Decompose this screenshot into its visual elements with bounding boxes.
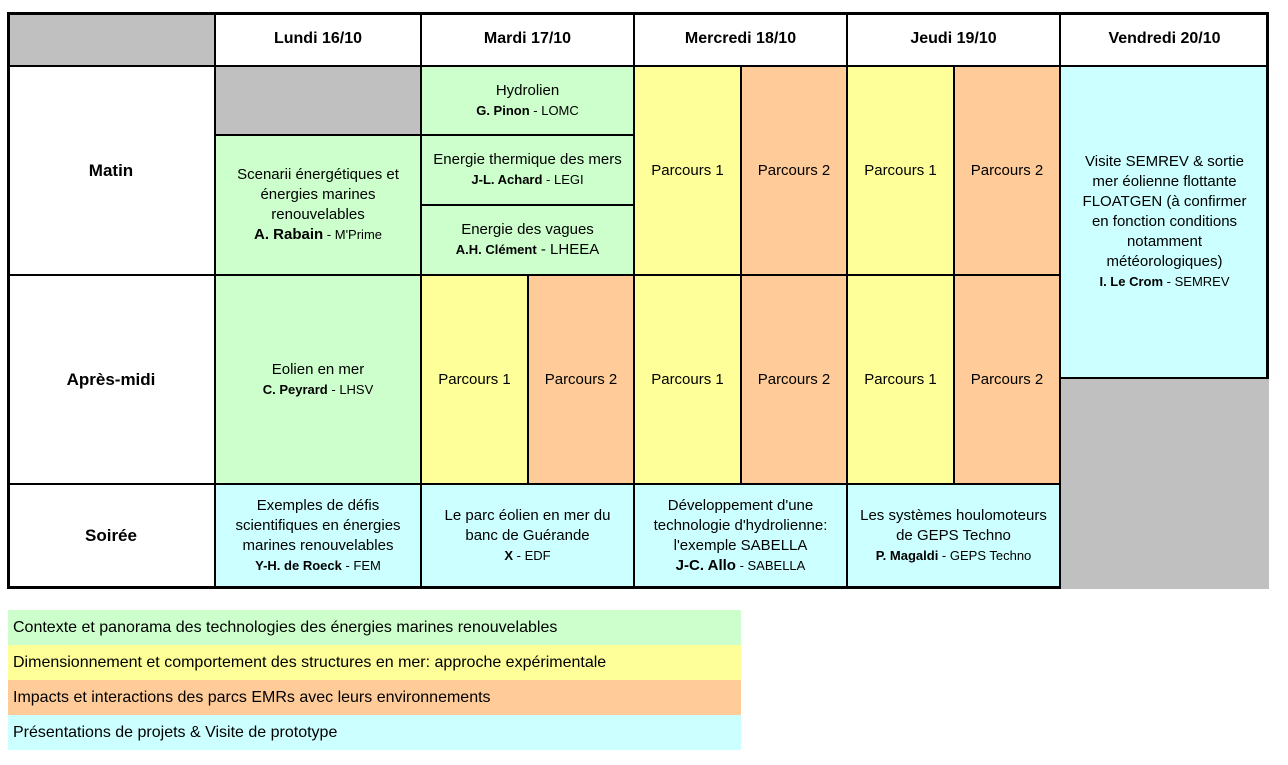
session-title: Energie thermique des mers [433,151,622,168]
header-vendredi: Vendredi 20/10 [1060,12,1269,66]
presenter-affiliation: - LOMC [529,102,579,118]
presenter-name: Y-H. de Roeck [255,557,342,573]
header-corner [7,12,215,66]
session-presenter: G. Pinon - LOMC [476,101,579,121]
legend: Contexte et panorama des technologies de… [8,610,741,750]
mardi-apres-midi-parcours-2: Parcours 2 [528,275,634,484]
presenter-name: I. Le Crom [1099,274,1164,289]
jeudi-matin-parcours-2: Parcours 2 [954,66,1060,275]
line-header-bottom [7,65,1269,67]
session-mercredi-soiree: Développement d'une technologie d'hydrol… [634,484,847,587]
session-presenter: Y-H. de Roeck - FEM [255,556,381,576]
schedule-table: Lundi 16/10 Mardi 17/10 Mercredi 18/10 J… [7,12,1269,589]
mercredi-matin-parcours-2: Parcours 2 [741,66,847,275]
mercredi-apres-midi-parcours-1: Parcours 1 [634,275,741,484]
session-presenter: C. Peyrard - LHSV [263,380,374,400]
session-presenter: I. Le Crom - SEMREV [1099,272,1229,292]
session-lundi-apres-midi: Eolien en mer C. Peyrard - LHSV [215,275,421,484]
session-lundi-matin: Scenarii énergétiques et énergies marine… [215,135,421,275]
row-label-apres-midi: Après-midi [7,275,215,484]
line-col-1 [214,12,216,587]
header-lundi: Lundi 16/10 [215,12,421,66]
line-apres-midi-bottom [7,483,1060,485]
session-presenter: A.H. Clément - LHEEA [456,240,599,260]
jeudi-apres-midi-parcours-2: Parcours 2 [954,275,1060,484]
session-title: Exemples de défis scientifiques en énerg… [235,496,401,554]
jeudi-matin-parcours-1: Parcours 1 [847,66,954,275]
session-title: Le parc éolien en mer du banc de Guérand… [444,506,611,544]
line-matin-split-2 [421,204,634,206]
session-title: Eolien en mer [271,360,365,378]
line-jeudi-split [953,66,955,484]
session-title: Visite SEMREV & sortie mer éolienne flot… [1082,153,1247,270]
presenter-name: P. Magaldi [875,547,939,563]
session-mardi-thermique: Energie thermique des mers J-L. Achard -… [421,135,634,205]
row-label-matin: Matin [7,66,215,275]
session-presenter: J-L. Achard - LEGI [471,170,583,190]
presenter-affiliation: - LEGI [542,172,584,187]
session-presenter: X - EDF [504,546,550,566]
presenter-name: G. Pinon [476,102,530,118]
session-title: Les systèmes houlomoteurs de GEPS Techno [860,506,1047,544]
presenter-name: A.H. Clément [455,242,537,257]
line-mardi-pm-split [527,275,529,484]
session-mardi-vagues: Energie des vagues A.H. Clément - LHEEA [421,205,634,275]
line-mercredi-split [740,66,742,484]
session-title: Scenarii énergétiques et énergies marine… [237,166,399,223]
session-jeudi-soiree: Les systèmes houlomoteurs de GEPS Techno… [847,484,1060,587]
mercredi-matin-parcours-1: Parcours 1 [634,66,741,275]
presenter-affiliation: - LHEEA [536,241,600,258]
session-presenter: P. Magaldi - GEPS Techno [876,546,1032,566]
mercredi-apres-midi-parcours-2: Parcours 2 [741,275,847,484]
presenter-name: A. Rabain [254,226,324,243]
border-bottom [7,586,1060,589]
presenter-affiliation: - SABELLA [735,557,806,573]
lundi-matin-empty [215,66,421,135]
presenter-affiliation: - M'Prime [323,227,382,242]
header-mercredi: Mercredi 18/10 [634,12,847,66]
line-col-4 [846,12,848,587]
line-matin-split-1 [215,134,634,136]
presenter-affiliation: - LHSV [327,381,374,397]
line-vendredi-split [1060,377,1269,379]
presenter-affiliation: - EDF [513,547,551,563]
session-presenter: A. Rabain - M'Prime [254,225,382,245]
header-mardi: Mardi 17/10 [421,12,634,66]
session-presenter: J-C. Allo - SABELLA [676,556,806,576]
presenter-name: J-L. Achard [471,172,543,187]
legend-item-dimensionnement: Dimensionnement et comportement des stru… [8,645,741,680]
session-lundi-soiree: Exemples de défis scientifiques en énerg… [215,484,421,587]
presenter-name: X [504,547,514,563]
jeudi-apres-midi-parcours-1: Parcours 1 [847,275,954,484]
legend-item-impacts: Impacts et interactions des parcs EMRs a… [8,680,741,715]
vendredi-empty [1060,378,1269,589]
line-matin-bottom [7,274,1060,276]
line-col-2 [420,12,422,587]
session-mardi-soiree: Le parc éolien en mer du banc de Guérand… [421,484,634,587]
presenter-affiliation: - SEMREV [1163,274,1230,289]
session-title: Hydrolien [495,81,560,99]
legend-item-presentations: Présentations de projets & Visite de pro… [8,715,741,750]
session-vendredi-visite: Visite SEMREV & sortie mer éolienne flot… [1060,66,1269,378]
presenter-affiliation: - GEPS Techno [938,547,1032,563]
mardi-apres-midi-parcours-1: Parcours 1 [421,275,528,484]
border-top [7,12,1269,15]
row-label-soiree: Soirée [7,484,215,587]
session-title: Développement d'une technologie d'hydrol… [653,496,828,554]
legend-item-contexte: Contexte et panorama des technologies de… [8,610,741,645]
header-jeudi: Jeudi 19/10 [847,12,1060,66]
line-col-3 [633,12,635,587]
session-mardi-hydrolien: Hydrolien G. Pinon - LOMC [421,66,634,135]
border-right [1266,12,1269,378]
border-left [7,12,10,589]
session-title: Energie des vagues [461,221,594,238]
presenter-name: J-C. Allo [675,556,736,574]
line-col-5 [1059,12,1061,589]
presenter-affiliation: - FEM [341,557,381,573]
presenter-name: C. Peyrard [262,381,328,397]
